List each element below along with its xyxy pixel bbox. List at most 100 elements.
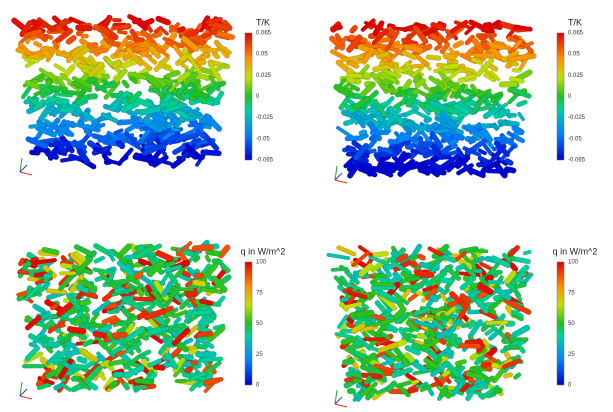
particle [197, 59, 206, 65]
particle [81, 34, 89, 38]
particle [512, 68, 521, 73]
colorbar-tick-label: 25 [568, 352, 575, 358]
particle-render [16, 239, 233, 394]
colorbar-title: T/K [568, 17, 582, 27]
particle [474, 249, 488, 254]
particle [53, 63, 66, 73]
colorbar-title: q in W/m^2 [553, 246, 598, 256]
particle [439, 277, 454, 283]
particle [112, 332, 128, 338]
particle [59, 271, 76, 275]
particle [507, 113, 516, 117]
colorbar-tick-label: -0.065 [568, 158, 586, 164]
colorbar-tick-label: -0.05 [256, 136, 270, 142]
particle [485, 320, 508, 325]
particle [33, 40, 43, 48]
particle [458, 343, 481, 348]
colorbar-tick-label: 0 [256, 94, 260, 100]
particle [426, 54, 442, 60]
particle [192, 244, 214, 251]
colorbar-tick-label: 0.05 [256, 52, 268, 58]
colorbar-tick-label: 100 [256, 260, 267, 266]
colorbar [245, 262, 252, 385]
colorbar-title: q in W/m^2 [241, 246, 286, 256]
colorbar [557, 262, 564, 385]
particle [489, 124, 499, 130]
particle [489, 270, 503, 275]
particle [114, 372, 124, 378]
particle [133, 37, 145, 42]
particle [423, 338, 432, 343]
colorbar-tick-label: 50 [568, 321, 575, 327]
axis-triad [20, 396, 32, 399]
particle-render [328, 18, 537, 180]
particle [452, 40, 465, 50]
particle [441, 69, 454, 73]
particle [373, 282, 393, 286]
colorbar-tick-label: 0 [568, 383, 572, 389]
particle [516, 99, 528, 107]
axis-triad [335, 404, 347, 407]
colorbar-tick-label: 75 [568, 290, 575, 296]
particle [121, 79, 131, 89]
particle [183, 337, 194, 345]
axis-triad [335, 180, 347, 183]
particle [409, 137, 417, 142]
particle-render [10, 13, 235, 170]
particle [155, 15, 172, 26]
particle [523, 250, 532, 256]
colorbar-tick-label: 75 [256, 290, 263, 296]
particle [346, 73, 363, 78]
particle [112, 18, 122, 22]
colorbar-tick-label: 100 [568, 260, 579, 266]
particle [363, 72, 372, 79]
colorbar [557, 33, 564, 160]
particle [348, 24, 358, 35]
colorbar-tick-label: -0.065 [256, 158, 274, 164]
particle [204, 254, 211, 263]
colorbar-tick-label: 0.065 [256, 31, 272, 37]
particle [517, 111, 526, 121]
colorbar-title: T/K [256, 17, 270, 27]
particle [50, 358, 64, 362]
particle [60, 107, 74, 113]
colorbar-tick-label: 0 [256, 383, 260, 389]
colorbar-tick-label: -0.025 [256, 115, 274, 121]
particle [133, 297, 155, 302]
particle [22, 364, 45, 368]
particle [353, 378, 363, 383]
particle [370, 130, 389, 135]
colorbar-tick-label: 25 [256, 352, 263, 358]
particle [420, 317, 433, 321]
particle [512, 372, 521, 381]
particle [194, 273, 204, 279]
particle [343, 119, 355, 127]
particle [195, 351, 216, 357]
axis-triad [20, 172, 32, 175]
particle [117, 30, 128, 35]
colorbar [245, 33, 252, 160]
colorbar-tick-label: 50 [256, 321, 263, 327]
particle [499, 81, 518, 87]
particle [200, 47, 218, 54]
figure: T/K 0.065 0.05 0.025 0 -0.025 -0.05 -0.065 T/K 0.… [0, 0, 613, 412]
particle-render [326, 243, 534, 403]
colorbar-tick-label: 0.05 [568, 52, 580, 58]
colorbar-tick-label: -0.025 [568, 115, 586, 121]
particle [185, 291, 199, 298]
particle [330, 24, 343, 31]
particle [363, 337, 386, 341]
particle [143, 118, 152, 124]
colorbar-tick-label: 0.065 [568, 31, 584, 37]
particle [404, 285, 419, 290]
particle [175, 379, 187, 383]
particle [478, 35, 488, 40]
colorbar-tick-label: 0 [568, 94, 572, 100]
particle [134, 47, 148, 52]
colorbar-tick-label: 0.025 [256, 73, 272, 79]
colorbar-tick-label: -0.05 [568, 136, 582, 142]
particle [347, 388, 356, 394]
colorbar-tick-label: 0.025 [568, 73, 584, 79]
particle [416, 333, 426, 340]
particle [326, 253, 350, 260]
